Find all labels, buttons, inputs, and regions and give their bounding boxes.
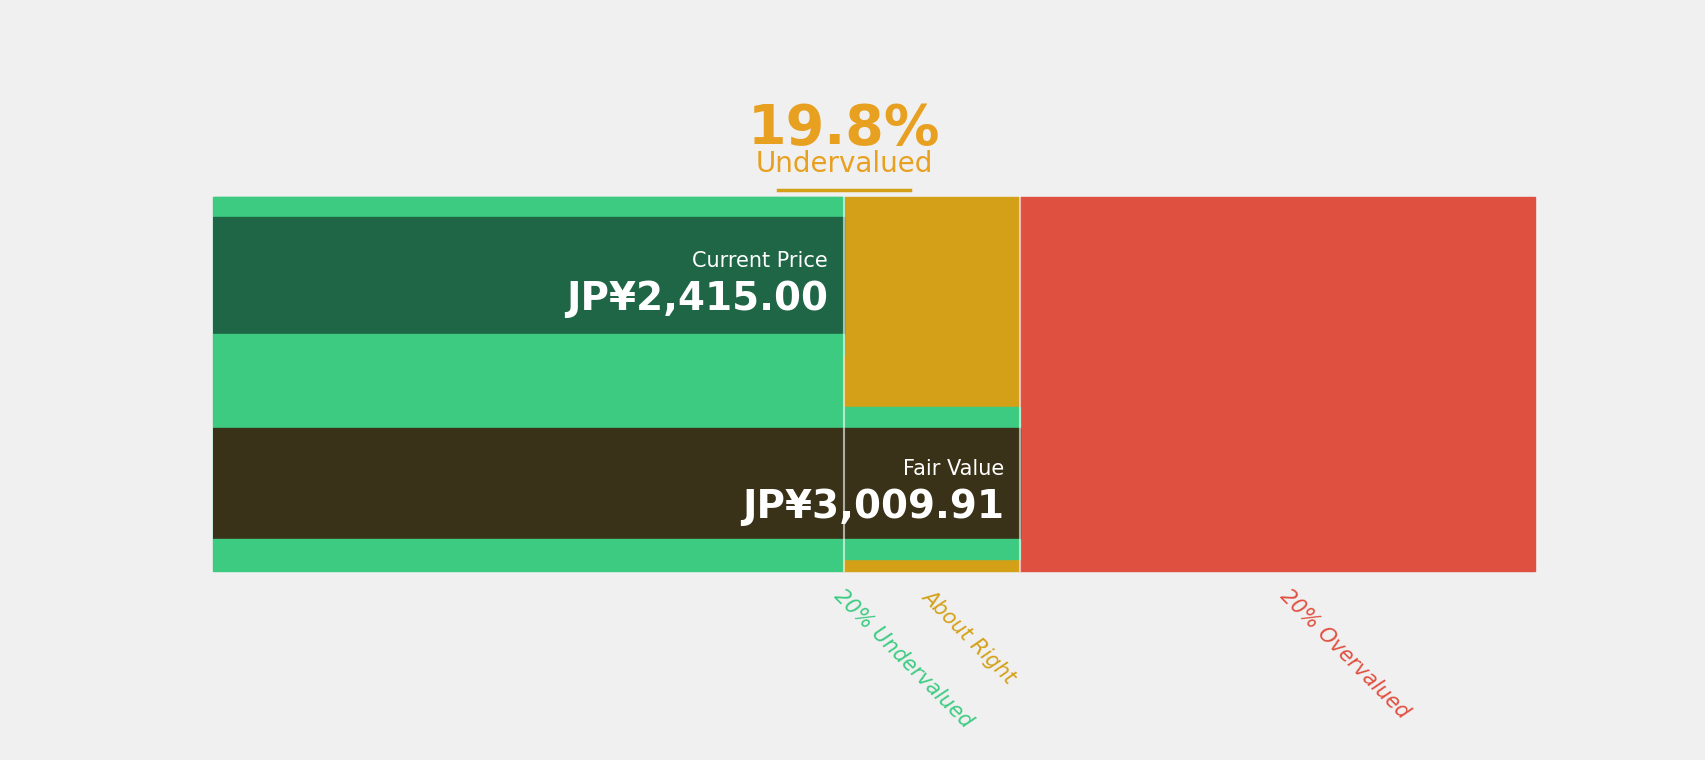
Bar bbox=[1020, 197, 1534, 571]
Bar bbox=[213, 334, 844, 354]
Text: JP¥3,009.91: JP¥3,009.91 bbox=[742, 488, 1003, 526]
Bar bbox=[213, 428, 1020, 539]
Bar bbox=[213, 197, 844, 571]
Text: About Right: About Right bbox=[917, 586, 1018, 687]
Text: Current Price: Current Price bbox=[692, 251, 827, 271]
Text: 20% Undervalued: 20% Undervalued bbox=[829, 586, 975, 732]
Text: Undervalued: Undervalued bbox=[755, 150, 933, 179]
Text: Fair Value: Fair Value bbox=[902, 458, 1003, 479]
Text: JP¥2,415.00: JP¥2,415.00 bbox=[566, 280, 827, 318]
Bar bbox=[213, 197, 844, 217]
Bar bbox=[213, 539, 1020, 559]
Text: 19.8%: 19.8% bbox=[747, 103, 939, 157]
Bar bbox=[213, 217, 844, 334]
Bar bbox=[213, 407, 1020, 428]
Bar bbox=[844, 197, 1020, 571]
Text: 20% Overvalued: 20% Overvalued bbox=[1275, 586, 1413, 723]
